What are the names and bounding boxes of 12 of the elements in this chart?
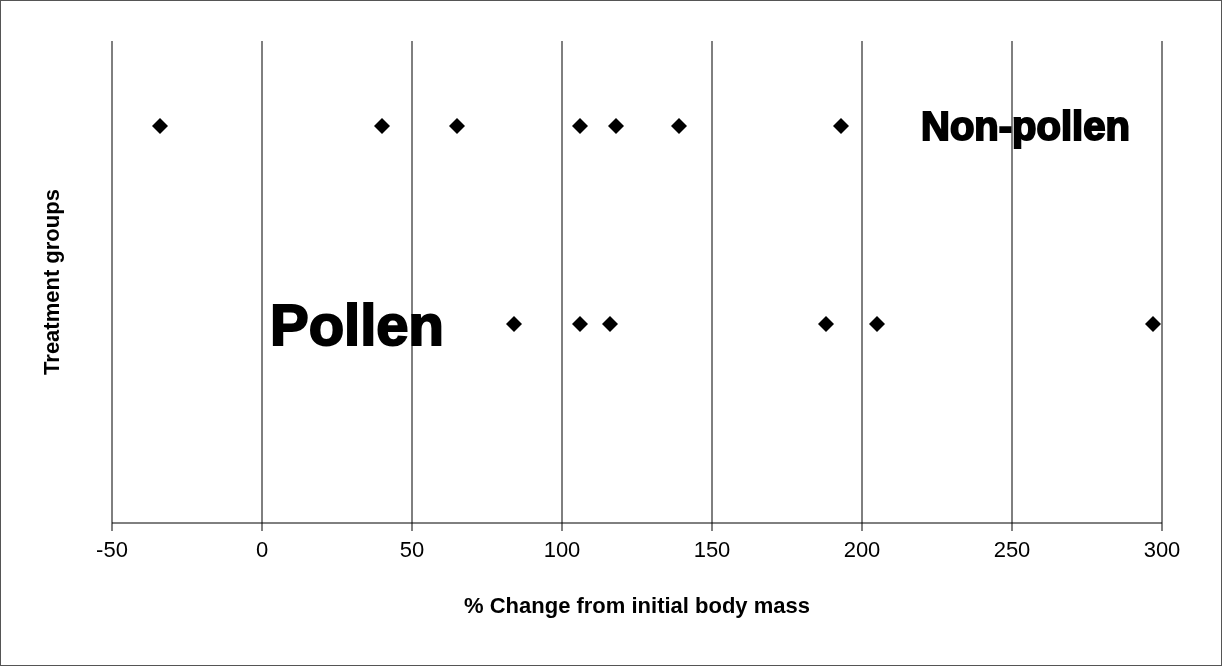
x-tick-label: 250 (993, 536, 1031, 562)
y-tick-label: Pollen (269, 291, 444, 357)
x-tick-label: 150 (693, 536, 731, 562)
y-tick-label: Non-pollen (921, 104, 1130, 148)
x-tick-label: 300 (1143, 536, 1181, 562)
x-tick-label: 200 (843, 536, 881, 562)
y-axis-title: Treatment groups (38, 189, 64, 375)
x-tick-label: -50 (96, 536, 128, 562)
x-tick-label: 100 (543, 536, 581, 562)
x-tick-label: 0 (255, 536, 269, 562)
x-tick-label: 50 (399, 536, 425, 562)
x-axis-title: % Change from initial body mass (464, 593, 810, 618)
